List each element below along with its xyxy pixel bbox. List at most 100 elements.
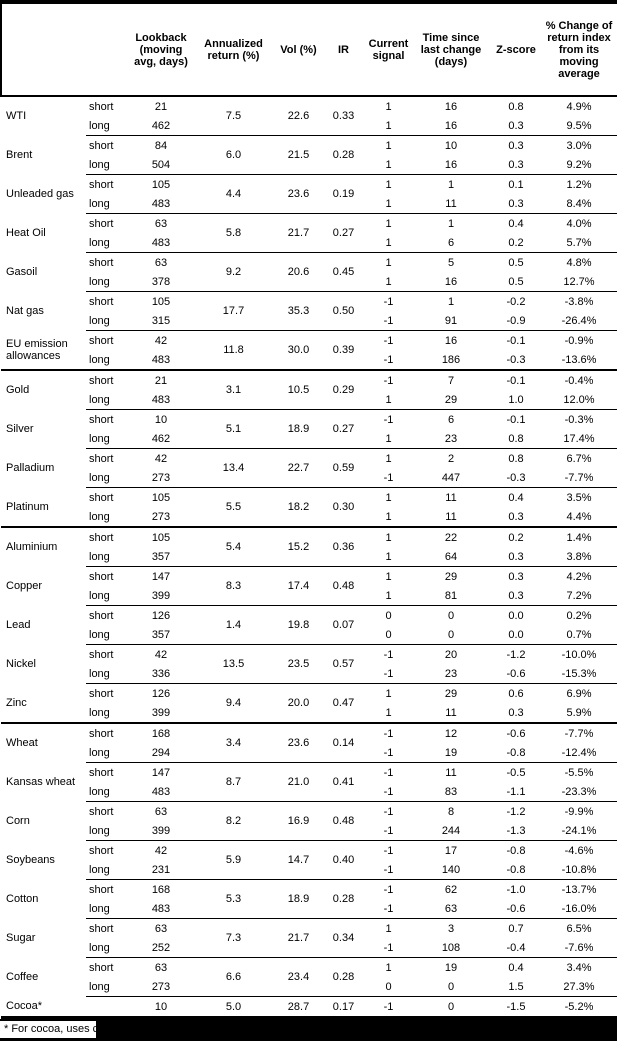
commodity-name: Platinum bbox=[6, 500, 49, 513]
commodity-group: Soybeans short 42 5.9 14.7 0.40 -1 17 -0.8 -4.6% l… bbox=[1, 840, 617, 880]
commodity-name: Coffee bbox=[6, 971, 39, 983]
cell-lookback: 126 bbox=[131, 605, 191, 625]
cell-pct-change: 9.5% bbox=[541, 116, 617, 136]
cell-ir: 0.48 bbox=[321, 566, 366, 606]
cell-pct-change: 0.7% bbox=[541, 625, 617, 645]
commodity-name: EU emission allowances bbox=[6, 337, 68, 362]
cell-zscore: -0.5 bbox=[491, 762, 541, 782]
table-row: long 462 1 23 0.8 17.4% bbox=[1, 429, 617, 449]
cell-zscore: 1.5 bbox=[508, 980, 524, 993]
cell-ir: 0.28 bbox=[321, 879, 366, 919]
cell-leg: long bbox=[89, 824, 110, 837]
cell-current-signal: -1 bbox=[366, 762, 411, 782]
cell-lookback: 462 bbox=[151, 119, 171, 132]
cell-current-signal: -1 bbox=[366, 996, 411, 1018]
cell-lookback: 504 bbox=[151, 158, 171, 171]
cell-time-since: 0 bbox=[411, 605, 491, 625]
cell-current-signal: -1 bbox=[366, 409, 411, 429]
cell-zscore: 0.3 bbox=[491, 566, 541, 586]
cell-leg: long bbox=[89, 941, 110, 954]
cell-zscore: -0.1 bbox=[491, 330, 541, 350]
col-header-pct_change: % Change of return index from its moving… bbox=[541, 0, 617, 97]
cell-current-signal: 1 bbox=[385, 706, 392, 719]
commodity-name: Nat gas bbox=[6, 305, 44, 317]
cell-time-since: 91 bbox=[444, 314, 458, 327]
table-row: Copper short 147 8.3 17.4 0.48 1 29 0.3 4.2% bbox=[1, 566, 617, 606]
cell-ir: 0.50 bbox=[321, 291, 366, 331]
cell-current-signal: -1 bbox=[383, 314, 394, 327]
commodity-name: Zinc bbox=[6, 696, 27, 709]
cell-time-since: 0 bbox=[447, 980, 455, 993]
cell-ir: 0.34 bbox=[321, 918, 366, 958]
cell-ir: 0.07 bbox=[321, 605, 366, 645]
cell-current-signal: -1 bbox=[383, 746, 394, 759]
cell-leg: short bbox=[86, 644, 131, 664]
cell-ir: 0.17 bbox=[321, 996, 366, 1018]
cell-lookback: 483 bbox=[151, 785, 171, 798]
cell-time-since: 63 bbox=[444, 902, 458, 915]
cell-ir: 0.28 bbox=[321, 957, 366, 997]
cell-time-since: 1 bbox=[411, 213, 491, 233]
cell-time-since: 23 bbox=[444, 667, 458, 680]
cell-zscore: 0.3 bbox=[491, 135, 541, 155]
table-row: WTI short 21 7.5 22.6 0.33 1 16 0.8 4.9% bbox=[1, 96, 617, 122]
cell-pct-change: -15.3% bbox=[541, 664, 617, 684]
commodity-name: Aluminium bbox=[1, 526, 86, 567]
cell-leg: long bbox=[89, 785, 110, 798]
cell-lookback: 399 bbox=[151, 824, 171, 837]
cell-current-signal: -1 bbox=[366, 879, 411, 899]
cell-lookback: 483 bbox=[151, 353, 171, 366]
cell-time-since: 447 bbox=[441, 471, 461, 484]
cell-pct-change: 8.4% bbox=[541, 194, 617, 214]
cell-lookback: 378 bbox=[151, 275, 171, 288]
cell-zscore: 0.6 bbox=[491, 683, 541, 703]
cell-zscore: 0.3 bbox=[508, 706, 524, 719]
cell-current-signal: 1 bbox=[366, 174, 411, 194]
cell-pct-change: -13.6% bbox=[541, 350, 617, 370]
cell-ir: 0.27 bbox=[321, 409, 366, 449]
commodity-name: Heat Oil bbox=[6, 227, 46, 239]
cell-vol: 16.9 bbox=[276, 801, 321, 841]
cell-annualized-return: 8.3 bbox=[191, 566, 276, 606]
cell-lookback: 336 bbox=[151, 667, 171, 680]
commodity-group: Lead short 126 1.4 19.8 0.07 0 0 0.0 0.2% long 357 0… bbox=[1, 605, 617, 645]
cell-time-since: 244 bbox=[441, 824, 461, 837]
cell-zscore: 0.0 bbox=[508, 628, 524, 641]
cell-lookback: 483 bbox=[151, 236, 171, 249]
cell-current-signal: -1 bbox=[366, 291, 411, 311]
cell-leg: long bbox=[89, 706, 110, 719]
cell-zscore: -1.5 bbox=[491, 996, 541, 1018]
cell-leg: short bbox=[86, 487, 131, 507]
cell-zscore: 0.3 bbox=[508, 550, 524, 563]
cell-vol: 17.4 bbox=[276, 566, 321, 606]
cell-current-signal: -1 bbox=[366, 369, 411, 390]
cell-lookback: 399 bbox=[151, 589, 171, 602]
cell-lookback: 399 bbox=[151, 706, 171, 719]
commodity-name: Corn bbox=[6, 815, 30, 827]
commodity-name: Soybeans bbox=[6, 854, 55, 866]
cell-pct-change: 9.2% bbox=[541, 155, 617, 175]
cell-lookback: 63 bbox=[131, 957, 191, 977]
cell-annualized-return: 5.1 bbox=[191, 409, 276, 449]
cell-lookback: 10 bbox=[131, 409, 191, 429]
cell-annualized-return: 8.2 bbox=[191, 801, 276, 841]
cell-zscore: -0.8 bbox=[491, 840, 541, 860]
cell-pct-change: -12.4% bbox=[541, 743, 617, 763]
cell-pct-change: -13.7% bbox=[541, 879, 617, 899]
cell-leg: short bbox=[86, 252, 131, 272]
cell-leg: long bbox=[89, 550, 110, 563]
commodity-group: Brent short 84 6.0 21.5 0.28 1 10 0.3 3.0% long 504… bbox=[1, 135, 617, 175]
commodity-name: Silver bbox=[6, 423, 34, 435]
table-row: Nickel short 42 13.5 23.5 0.57 -1 20 -1.2 -10.0% bbox=[1, 644, 617, 684]
cell-lookback: 105 bbox=[131, 526, 191, 547]
table-row: long 357 0 0 0.0 0.7% bbox=[1, 625, 617, 645]
cell-ir: 0.45 bbox=[321, 252, 366, 292]
cell-pct-change: -7.7% bbox=[541, 468, 617, 488]
commodity-group: Unleaded gas short 105 4.4 23.6 0.19 1 1 0.1 1.2%… bbox=[1, 174, 617, 214]
commodity-name: Copper bbox=[6, 580, 43, 592]
cell-current-signal: 1 bbox=[385, 589, 392, 602]
cell-leg: long bbox=[89, 589, 110, 602]
cell-time-since: 5 bbox=[411, 252, 491, 272]
cell-current-signal: 1 bbox=[366, 526, 411, 547]
table-row: long 483 1 29 1.0 12.0% bbox=[1, 390, 617, 410]
